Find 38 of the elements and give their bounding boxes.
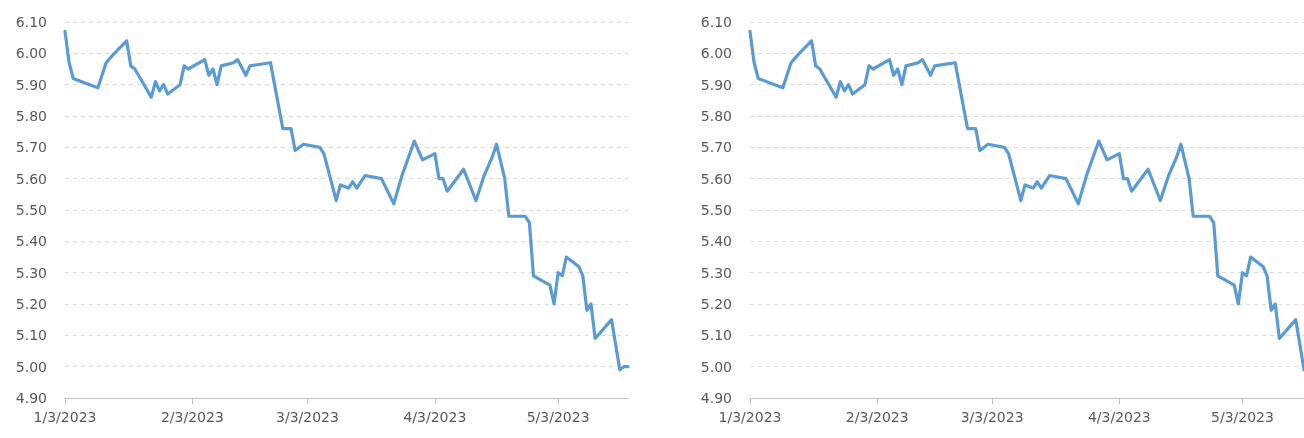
x-tick-label: 4/3/2023 <box>1087 409 1151 425</box>
y-tick-label: 5.90 <box>700 76 732 93</box>
line-series <box>748 29 1304 372</box>
y-tick-label: 5.70 <box>700 139 732 156</box>
x-tick-label: 1/3/2023 <box>33 409 97 425</box>
y-tick-label: 5.90 <box>15 76 47 93</box>
y-tick-label: 5.50 <box>15 202 47 218</box>
y-tick-label: 4.90 <box>700 390 732 406</box>
y-tick-label: 6.00 <box>700 45 732 62</box>
x-tick-label: 1/3/2023 <box>718 409 782 425</box>
y-tick-label: 4.90 <box>15 390 47 406</box>
y-tick-label: 5.60 <box>700 170 732 187</box>
y-tick-label: 5.20 <box>700 296 732 312</box>
y-tick-label: 5.80 <box>15 108 47 124</box>
y-tick-label: 5.30 <box>700 264 732 281</box>
y-tick-label: 6.10 <box>15 14 47 30</box>
y-tick-label: 5.20 <box>15 296 47 312</box>
y-tick-label: 5.40 <box>700 233 732 250</box>
y-tick-label: 5.30 <box>15 264 47 281</box>
y-tick-label: 5.50 <box>700 202 732 218</box>
x-tick-label: 2/3/2023 <box>160 409 224 425</box>
x-tick-label: 3/3/2023 <box>276 409 339 425</box>
y-tick-label: 5.00 <box>700 358 732 375</box>
x-tick-label: 3/3/2023 <box>960 409 1024 425</box>
y-tick-label: 5.40 <box>15 233 47 250</box>
y-tick-label: 5.80 <box>700 108 732 124</box>
y-tick-label: 5.00 <box>15 358 47 375</box>
x-tick-label: 5/3/2023 <box>1211 409 1274 425</box>
x-tick-label: 4/3/2023 <box>403 409 467 425</box>
y-tick-label: 5.10 <box>700 327 732 344</box>
line-series <box>63 29 630 372</box>
y-tick-label: 6.10 <box>700 14 732 30</box>
y-tick-label: 5.10 <box>15 327 47 344</box>
y-tick-label: 6.00 <box>15 45 47 62</box>
x-tick-label: 2/3/2023 <box>845 409 909 425</box>
y-tick-label: 5.60 <box>15 170 47 187</box>
y-tick-label: 5.70 <box>15 139 47 156</box>
x-tick-label: 5/3/2023 <box>526 409 590 425</box>
